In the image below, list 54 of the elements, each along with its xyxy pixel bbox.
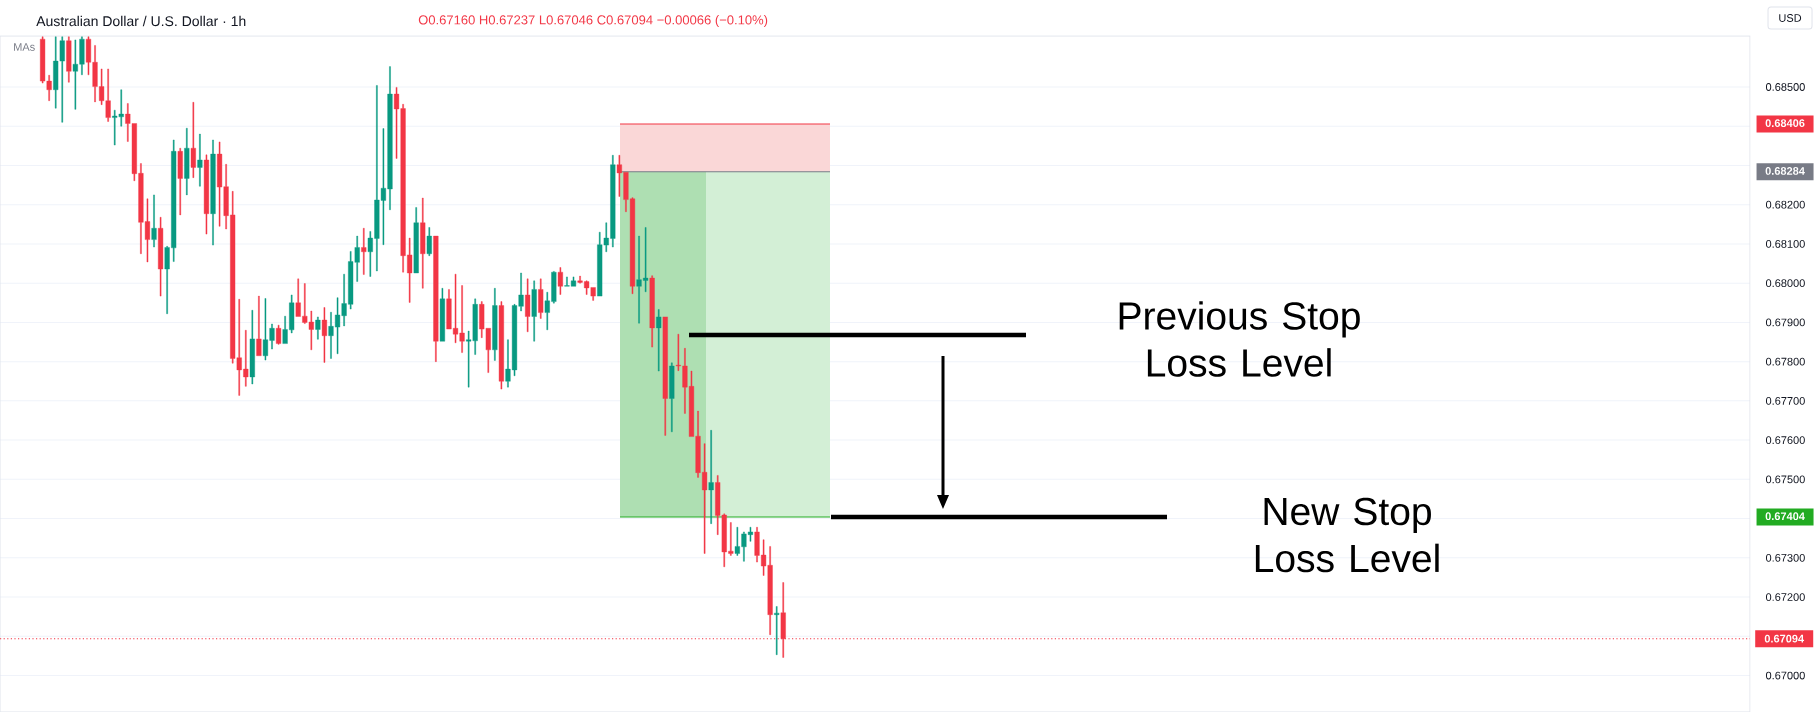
candlestick	[426, 227, 432, 256]
candlestick	[177, 148, 183, 216]
y-tick-label: 0.67700	[1765, 396, 1805, 405]
candlestick	[531, 280, 537, 342]
y-tick-label: 0.68500	[1765, 83, 1805, 91]
candlestick	[525, 278, 531, 333]
candlestick	[158, 217, 164, 297]
y-tick-label: 0.67300	[1765, 553, 1805, 562]
y-tick-label: 0.67200	[1765, 593, 1805, 601]
candlestick	[249, 310, 255, 385]
candlestick	[184, 127, 190, 196]
y-tick-label: 0.67800	[1765, 357, 1805, 366]
candlestick	[498, 301, 504, 390]
y-tick-label: 0.68406	[1765, 119, 1805, 127]
candlestick	[439, 288, 445, 342]
y-tick-label: 0.67500	[1765, 475, 1805, 484]
candlestick	[557, 267, 563, 295]
candlestick	[210, 139, 216, 246]
y-tick-label: 0.68284	[1765, 167, 1805, 175]
ref-line-label: 0.67094	[1764, 634, 1805, 643]
candlestick	[649, 275, 655, 348]
candlestick	[197, 133, 203, 187]
candlestick	[203, 154, 210, 235]
candlestick	[315, 316, 321, 340]
ref-line-label: Previous Stop Loss Level	[1119, 301, 1360, 377]
candlestick	[361, 228, 367, 275]
annotation: MAs	[14, 43, 35, 51]
candlestick	[662, 316, 668, 436]
y-tick-label: 0.67600	[1765, 436, 1805, 444]
y-tick-label: 0.68000	[1765, 279, 1805, 288]
candlestick	[256, 295, 262, 356]
y-tick-label: 0.67900	[1765, 318, 1805, 327]
chart-title: Australian Dollar / U.S. Dollar · 1h	[36, 15, 246, 27]
candlestick	[433, 235, 439, 362]
y-tick-label: 0.68100	[1765, 240, 1805, 248]
candlestick	[190, 102, 196, 178]
candlestick	[413, 207, 419, 274]
chart-subtitle: O0.67160 H0.67237 L0.67046 C0.67094 −0.00066 (−0.10%)	[418, 14, 768, 28]
candlestick	[321, 307, 327, 363]
candlestick	[66, 36, 72, 83]
candlestick	[656, 309, 662, 372]
candlestick	[708, 430, 714, 524]
candlestick	[420, 197, 426, 289]
candlestick	[151, 194, 157, 248]
y-tick-label: 0.67000	[1765, 671, 1805, 680]
ref-line-label: New Stop Loss Level	[1255, 497, 1439, 573]
candlestick	[669, 362, 675, 433]
y-axis-title: USD	[1779, 14, 1802, 22]
y-tick-label: 0.68200	[1765, 200, 1805, 209]
candlestick	[276, 324, 282, 345]
candlestick	[538, 278, 544, 319]
y-tick-label: 0.67404	[1765, 512, 1805, 521]
candlestick	[492, 288, 498, 361]
candlestick	[774, 606, 780, 655]
